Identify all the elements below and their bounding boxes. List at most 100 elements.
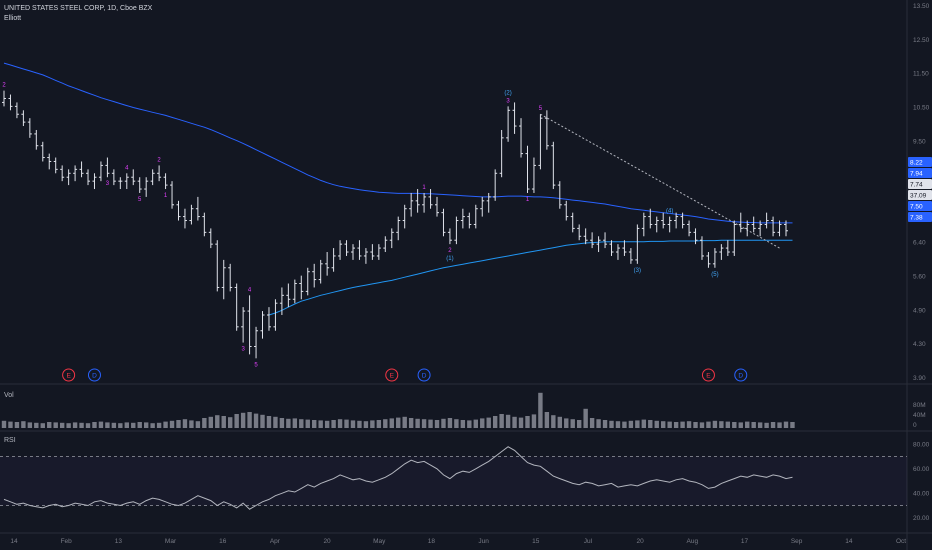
- volume-bar: [279, 418, 285, 428]
- event-marker-circle: [417, 368, 431, 382]
- moving-average-slow: [268, 239, 793, 316]
- ohlc-bar: [396, 216, 401, 241]
- elliott-wave-label: 5: [254, 362, 258, 368]
- volume-bar: [473, 419, 478, 428]
- ohlc-bar: [699, 236, 704, 260]
- volume-bar: [389, 418, 394, 428]
- volume-bar: [221, 416, 226, 428]
- volume-bar: [648, 420, 653, 428]
- elliott-wave-label: (4): [666, 209, 673, 215]
- price-tick-label: 13.50: [913, 3, 930, 10]
- volume-bar: [189, 420, 194, 428]
- price-tick-label: 10.50: [913, 104, 930, 111]
- volume-bar: [777, 422, 782, 428]
- ohlc-bar: [254, 326, 259, 359]
- ohlc-bar: [2, 90, 6, 107]
- rsi-pane-label: RSI: [4, 437, 16, 444]
- volume-bar: [240, 412, 246, 428]
- ohlc-bar: [570, 212, 575, 233]
- volume-bar: [66, 423, 71, 428]
- ohlc-bar: [486, 192, 491, 213]
- x-tick-label: 18: [428, 538, 436, 545]
- volume-bar: [383, 419, 388, 428]
- ohlc-bar: [654, 216, 659, 233]
- price-tick-label: 4.90: [913, 307, 926, 314]
- price-tick-label: 6.40: [913, 240, 926, 247]
- ohlc-bar: [590, 232, 595, 249]
- rsi-band-fill: [0, 456, 907, 506]
- x-tick-label: Jun: [478, 538, 489, 545]
- ohlc-bar: [603, 232, 608, 249]
- x-tick-label: Oct: [896, 538, 906, 545]
- volume-bar: [143, 422, 149, 428]
- ohlc-bar: [144, 177, 149, 197]
- ohlc-bar: [208, 228, 213, 249]
- volume-bar: [783, 421, 789, 428]
- volume-bar: [421, 419, 427, 428]
- event-marker-circle: [87, 368, 101, 382]
- volume-bar: [434, 420, 440, 428]
- ohlc-bar: [538, 114, 543, 170]
- ohlc-bar: [648, 208, 653, 229]
- ohlc-bar: [745, 220, 750, 237]
- volume-bar: [751, 422, 756, 428]
- ohlc-bar: [771, 216, 776, 237]
- price-label-bg: [908, 168, 932, 178]
- volume-bar: [21, 421, 26, 428]
- volume-bar: [318, 420, 323, 428]
- volume-bar: [602, 420, 608, 428]
- ohlc-bar: [202, 212, 207, 237]
- volume-bar: [8, 421, 13, 428]
- ohlc-bar: [732, 220, 737, 256]
- x-tick-label: Sep: [791, 538, 803, 545]
- event-marker-circle: [62, 368, 76, 382]
- volume-bar: [512, 416, 517, 428]
- volume-bar: [570, 419, 575, 428]
- volume-bar: [505, 414, 511, 428]
- elliott-wave-label: 2: [2, 83, 6, 89]
- event-marker-label: D: [738, 373, 743, 380]
- price-tick-label: 9.50: [913, 138, 926, 145]
- volume-bar: [480, 418, 485, 428]
- ohlc-bar: [680, 212, 685, 229]
- event-marker-circle: [385, 368, 399, 382]
- volume-bar: [518, 417, 524, 428]
- ohlc-bar: [305, 267, 310, 296]
- elliott-wave-label: 3: [506, 98, 510, 104]
- ohlc-bar: [758, 220, 763, 237]
- elliott-wave-label: 5: [539, 106, 543, 112]
- ohlc-bar: [350, 244, 355, 260]
- symbol-title[interactable]: UNITED STATES STEEL CORP, 1D, Cboe BZX: [4, 5, 153, 12]
- volume-bar: [745, 421, 750, 428]
- current-price-label: 37.09: [910, 193, 927, 200]
- ohlc-bar: [27, 118, 32, 138]
- volume-tick-label: 80M: [913, 402, 926, 409]
- ohlc-bar: [312, 263, 317, 288]
- volume-bar: [770, 422, 776, 428]
- dotted-trendline: [540, 113, 780, 249]
- volume-bar: [576, 420, 582, 428]
- volume-bar: [732, 422, 737, 428]
- rsi-tick-label: 80.00: [913, 441, 930, 448]
- ohlc-bar: [383, 236, 388, 253]
- volume-bar: [790, 422, 795, 428]
- indicator-name[interactable]: Elliott: [4, 15, 22, 22]
- price-tick-label: 11.50: [913, 71, 929, 78]
- volume-bar: [324, 420, 330, 428]
- ohlc-bar: [157, 165, 162, 182]
- ohlc-bar: [73, 165, 78, 182]
- chart-legend: UNITED STATES STEEL CORP, 1D, Cboe BZX E…: [4, 4, 152, 24]
- ohlc-bar: [111, 169, 116, 186]
- ohlc-bar: [706, 252, 711, 268]
- event-marker-label: E: [706, 373, 711, 380]
- volume-bar: [260, 414, 265, 428]
- ohlc-bar: [525, 145, 530, 193]
- volume-bar: [551, 415, 556, 428]
- event-marker-label: E: [66, 373, 71, 380]
- volume-bar: [376, 420, 382, 428]
- x-tick-label: 20: [637, 538, 645, 545]
- elliott-wave-label: 2: [448, 248, 452, 254]
- ohlc-bar: [370, 244, 375, 260]
- ohlc-bar: [389, 228, 394, 249]
